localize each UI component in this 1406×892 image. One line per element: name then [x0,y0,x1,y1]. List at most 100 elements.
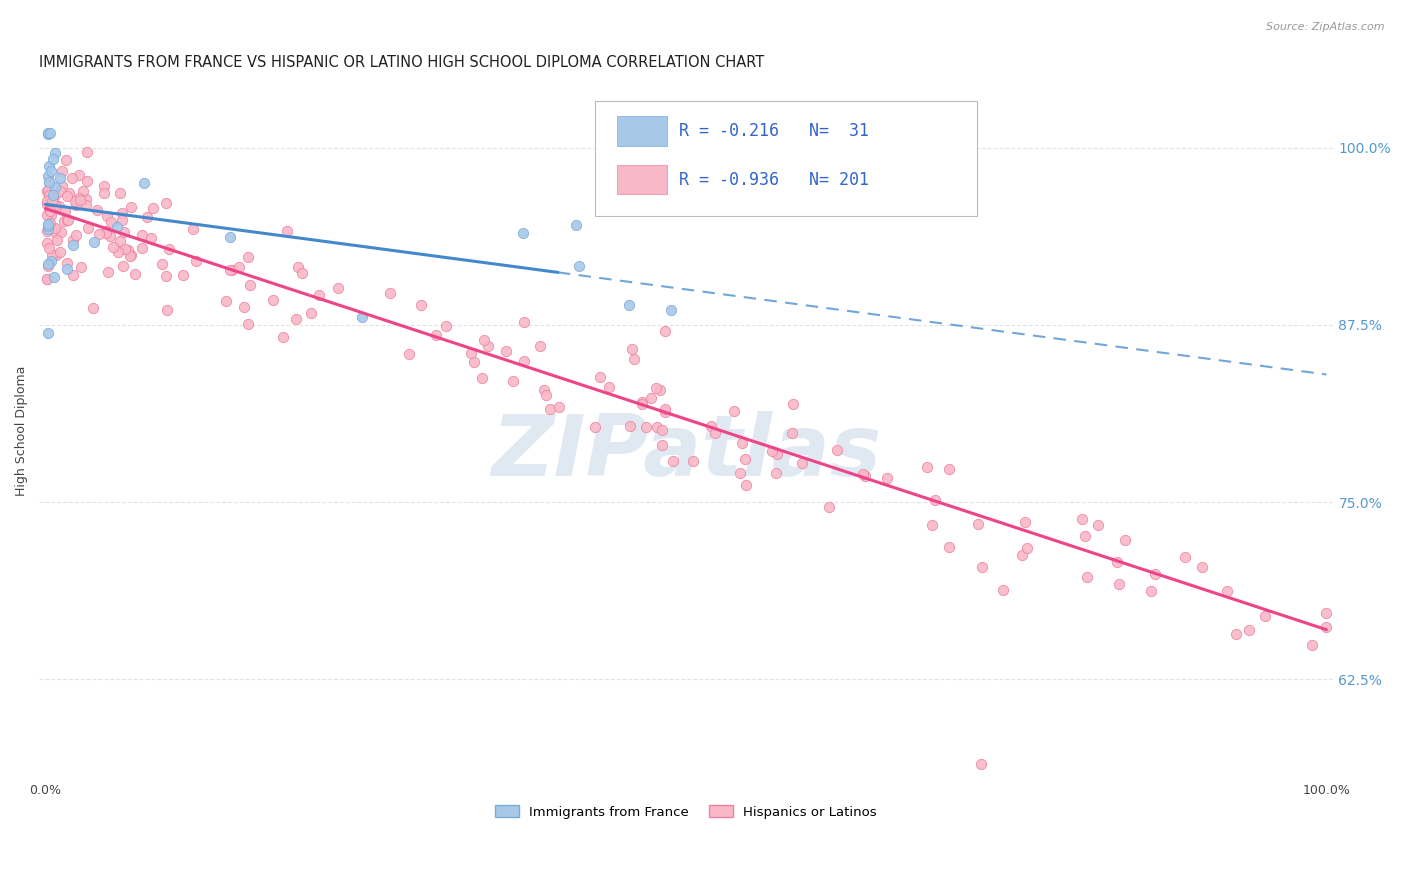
Point [39,253,62,268]
Point [723,404,745,418]
Point [1076,570,1098,584]
Point [1143,567,1166,582]
Point [155,268,177,283]
Point [38,241,60,255]
Point [42,187,65,202]
Point [470,371,492,385]
Point [112,260,135,274]
Point [852,467,875,482]
Point [42,189,65,203]
Point [48,184,70,198]
Text: IMMIGRANTS FROM FRANCE VS HISPANIC OR LATINO HIGH SCHOOL DIPLOMA CORRELATION CHA: IMMIGRANTS FROM FRANCE VS HISPANIC OR LA… [39,55,765,70]
Point [39,127,62,141]
Point [232,300,254,314]
Point [221,262,243,277]
Point [96,209,118,223]
Point [41,194,63,208]
Point [568,259,591,273]
Point [967,517,990,532]
Point [141,230,163,244]
Point [111,206,134,220]
Point [51,164,73,178]
Point [228,260,250,274]
Point [765,446,787,460]
Point [156,303,179,318]
Point [38,175,60,189]
Point [631,397,654,411]
Point [1225,627,1247,641]
Point [37,326,59,341]
Point [645,419,668,434]
Point [37,259,59,273]
Point [37,208,59,222]
Point [761,443,783,458]
Point [35,271,58,285]
Point [285,312,308,326]
Point [82,301,104,316]
Point [37,128,59,142]
Point [398,347,420,361]
Point [915,460,938,475]
Point [276,224,298,238]
Point [619,418,641,433]
Point [184,254,207,268]
Point [55,153,77,168]
Point [44,146,66,161]
Point [765,467,787,481]
Point [1087,518,1109,533]
Point [114,242,136,256]
Point [818,500,841,514]
Point [651,423,673,437]
Point [218,229,240,244]
Point [70,260,93,274]
Point [39,208,62,222]
Point [103,240,125,254]
Point [65,228,87,243]
Point [533,383,555,397]
Point [513,315,536,329]
Point [42,270,65,285]
Point [83,235,105,249]
Point [617,298,640,312]
Point [97,265,120,279]
Point [38,159,60,173]
Point [938,462,960,476]
Point [37,257,59,271]
Point [114,225,136,239]
Point [96,224,118,238]
Point [86,203,108,218]
Point [155,196,177,211]
Point [1174,550,1197,565]
Point [37,217,59,231]
Point [48,199,70,213]
Point [287,260,309,274]
Point [72,185,94,199]
Point [38,216,60,230]
Point [62,238,84,252]
Point [583,420,606,434]
Point [512,227,534,241]
Point [117,243,139,257]
Point [51,179,73,194]
Point [108,186,131,201]
Point [565,218,588,232]
Point [425,328,447,343]
Point [654,405,676,419]
Point [352,310,374,324]
Point [512,354,534,368]
Point [536,387,558,401]
Point [731,435,754,450]
Point [46,233,69,247]
Point [790,456,813,470]
Point [62,268,84,283]
Text: Source: ZipAtlas.com: Source: ZipAtlas.com [1267,22,1385,32]
Point [1074,529,1097,543]
Point [49,170,72,185]
Point [38,202,60,217]
Point [63,194,86,208]
Point [131,241,153,255]
Text: R = -0.936   N= 201: R = -0.936 N= 201 [679,170,869,189]
Point [623,351,645,366]
Point [56,262,79,277]
Point [96,227,118,241]
